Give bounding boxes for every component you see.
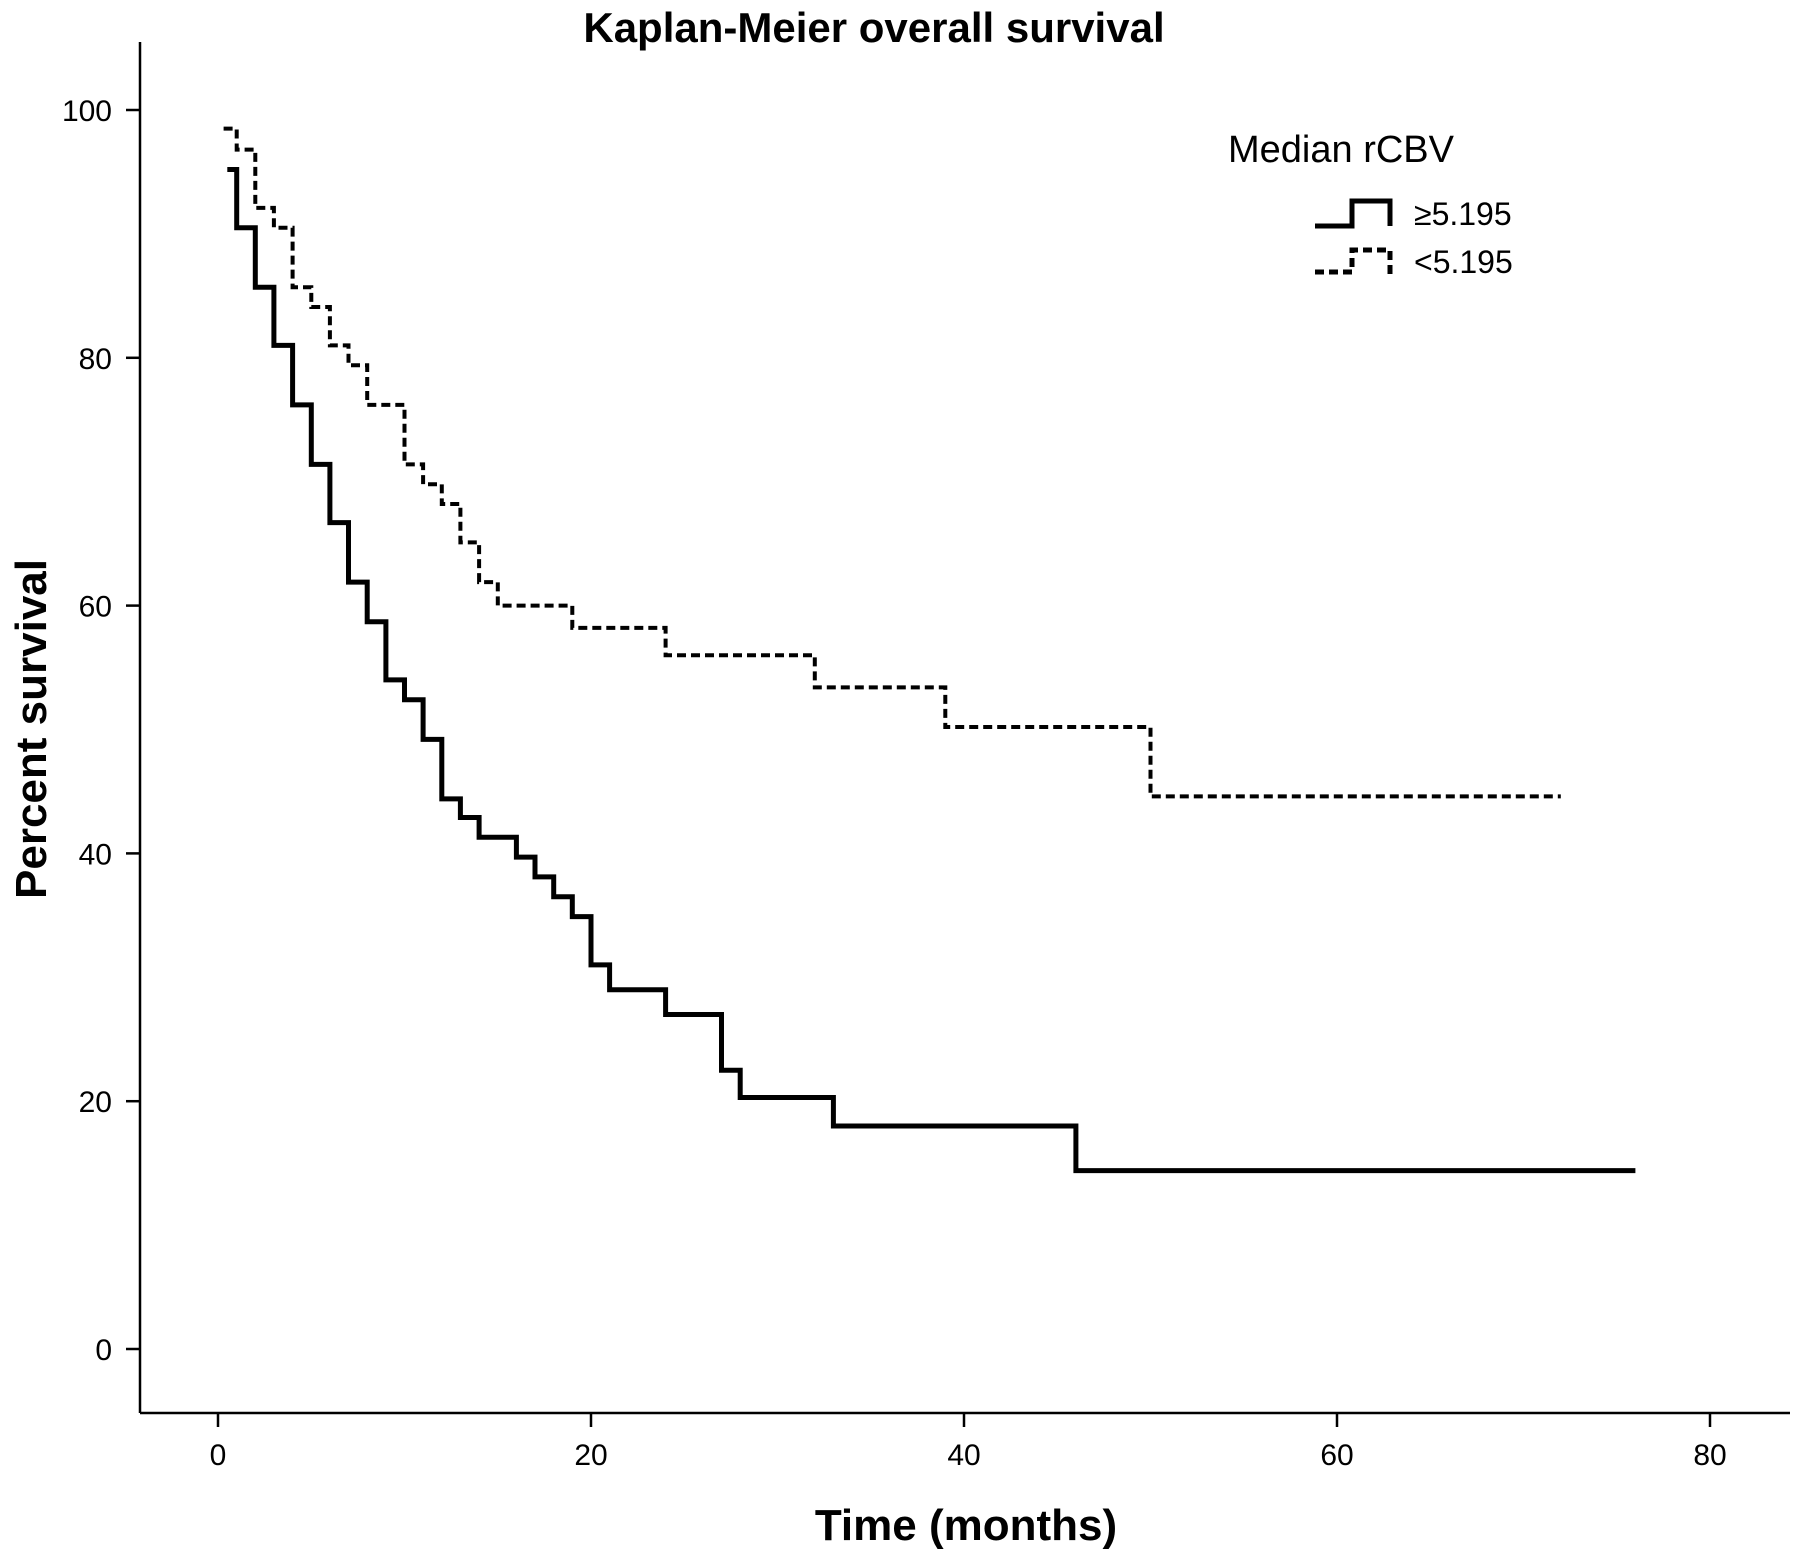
y-tick-label: 0 bbox=[95, 1334, 112, 1367]
y-tick-label: 60 bbox=[79, 591, 112, 624]
x-tick-label: 60 bbox=[1320, 1439, 1353, 1472]
x-tick-label: 40 bbox=[947, 1439, 980, 1472]
x-ticks: 0 20 40 60 80 bbox=[210, 1413, 1727, 1472]
chart-title: Kaplan-Meier overall survival bbox=[583, 4, 1164, 51]
survival-curve-high-rcbv bbox=[227, 167, 1636, 1174]
legend-swatch-high bbox=[1315, 198, 1393, 229]
x-axis-label: Time (months) bbox=[815, 1501, 1117, 1550]
legend-label-low: <5.195 bbox=[1414, 244, 1513, 280]
x-tick-label: 20 bbox=[574, 1439, 607, 1472]
y-tick-label: 40 bbox=[79, 838, 112, 871]
series-layer bbox=[223, 126, 1636, 1174]
legend: Median rCBV ≥5.195 <5.195 bbox=[1228, 129, 1513, 280]
legend-swatch-low bbox=[1315, 247, 1393, 275]
x-tick-label: 80 bbox=[1693, 1439, 1726, 1472]
axes bbox=[138, 42, 1790, 1415]
x-tick-label: 0 bbox=[210, 1439, 227, 1472]
survival-curve-low-rcbv bbox=[223, 126, 1561, 799]
legend-title: Median rCBV bbox=[1228, 129, 1455, 171]
y-axis-label: Percent survival bbox=[7, 559, 56, 899]
legend-label-high: ≥5.195 bbox=[1414, 196, 1512, 232]
y-tick-label: 100 bbox=[62, 95, 112, 128]
y-tick-label: 20 bbox=[79, 1086, 112, 1119]
y-ticks: 0 20 40 60 80 100 bbox=[62, 95, 140, 1367]
y-tick-label: 80 bbox=[79, 343, 112, 376]
